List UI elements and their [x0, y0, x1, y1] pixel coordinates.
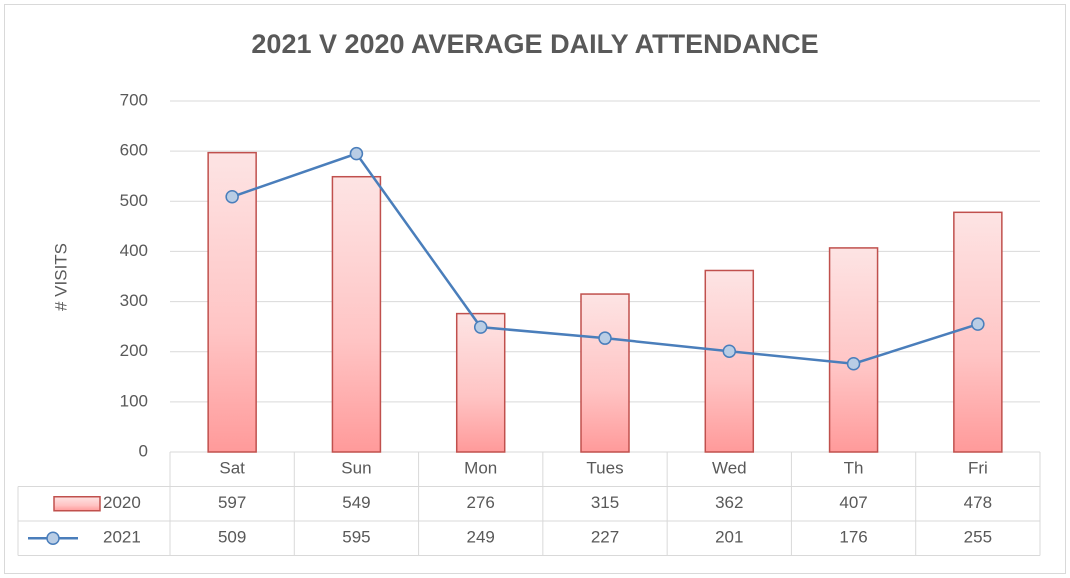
table-value: 478	[964, 493, 992, 512]
line-marker	[971, 317, 985, 331]
table-value: 595	[342, 528, 370, 547]
bar	[953, 211, 1003, 453]
y-tick-label: 400	[120, 241, 148, 260]
line-marker	[598, 331, 612, 345]
chart-title: 2021 V 2020 AVERAGE DAILY ATTENDANCE	[251, 29, 818, 59]
bar	[207, 151, 257, 453]
line-marker	[473, 320, 488, 334]
legend-key	[46, 531, 60, 545]
line-marker	[225, 190, 239, 204]
line-marker	[349, 146, 364, 161]
table-value: 176	[839, 528, 867, 547]
x-tick-label: Sun	[341, 459, 371, 478]
y-tick-label: 600	[120, 141, 148, 160]
table-value: 315	[591, 493, 619, 512]
y-axis-label: # VISITS	[51, 243, 70, 311]
legend-label: 2021	[103, 528, 141, 547]
x-tick-label: Tues	[586, 459, 623, 478]
table-value: 549	[342, 493, 370, 512]
x-tick-label: Sat	[219, 459, 245, 478]
table-value: 255	[964, 528, 992, 547]
chart-border	[4, 4, 1066, 574]
table-value: 597	[218, 493, 246, 512]
x-tick-label: Wed	[712, 459, 747, 478]
x-tick-label: Fri	[968, 459, 988, 478]
legend-key	[53, 496, 101, 512]
bar	[828, 247, 879, 453]
y-tick-label: 300	[120, 291, 148, 310]
x-tick-label: Mon	[464, 459, 497, 478]
line-marker	[722, 344, 737, 358]
legend-label: 2020	[103, 493, 141, 512]
x-tick-label: Th	[844, 459, 864, 478]
table-value: 201	[715, 528, 743, 547]
bar	[580, 293, 630, 453]
table-value: 276	[467, 493, 495, 512]
y-tick-label: 700	[120, 90, 148, 109]
y-tick-label: 500	[120, 191, 148, 210]
table-value: 407	[839, 493, 867, 512]
table-value: 509	[218, 528, 246, 547]
table-value: 249	[467, 528, 495, 547]
y-tick-label: 100	[120, 391, 148, 410]
bar	[331, 175, 382, 453]
table-value: 362	[715, 493, 743, 512]
line-marker	[846, 356, 861, 371]
bar	[704, 269, 755, 453]
bar	[455, 312, 506, 453]
table-value: 227	[591, 528, 619, 547]
y-tick-label: 0	[139, 441, 148, 460]
y-tick-label: 200	[120, 341, 148, 360]
